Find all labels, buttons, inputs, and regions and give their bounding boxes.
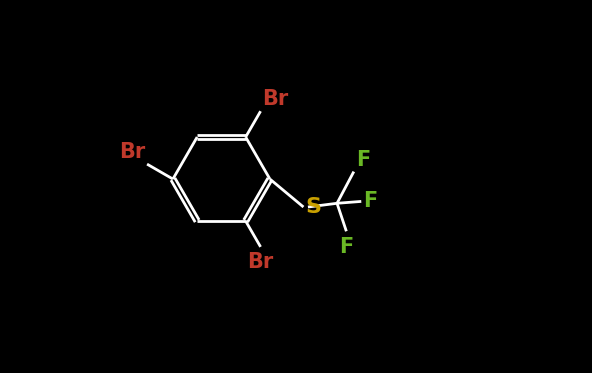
Text: F: F: [356, 150, 370, 170]
Text: S: S: [305, 197, 321, 217]
Text: Br: Br: [247, 253, 274, 272]
Text: F: F: [339, 237, 353, 257]
Text: F: F: [363, 191, 377, 211]
Text: Br: Br: [262, 90, 289, 109]
Text: Br: Br: [119, 142, 145, 162]
